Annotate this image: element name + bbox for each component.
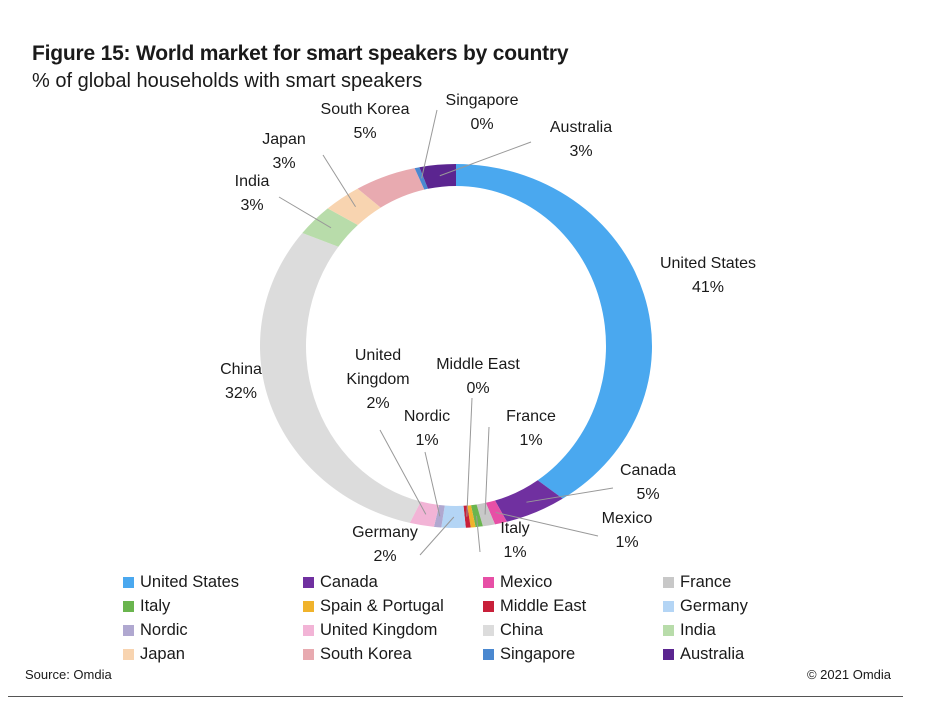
data-label-germany: Germany 2%	[352, 524, 418, 565]
leader-line-canada	[526, 487, 614, 503]
copyright-note: © 2021 Omdia	[806, 667, 891, 682]
legend-swatch	[303, 601, 314, 612]
legend-label: Singapore	[500, 645, 576, 663]
slice-south-korea	[357, 168, 425, 208]
legend-item-canada: Canada	[303, 572, 483, 593]
legend-item-spain-and-portugal: Spain & Portugal	[303, 596, 483, 617]
slice-united-kingdom	[409, 501, 440, 527]
data-label-nordic: Nordic 1%	[404, 408, 450, 449]
data-label-united-kingdom: United Kingdom 2%	[346, 347, 409, 412]
leader-line-italy	[476, 515, 481, 553]
chart-legend: United States Canada Mexico France Italy Spai…	[123, 572, 843, 665]
legend-item-india: India	[663, 620, 843, 641]
legend-swatch	[663, 625, 674, 636]
footer-divider	[8, 696, 903, 697]
data-label-south-korea: South Korea 5%	[321, 101, 410, 142]
legend-item-mexico: Mexico	[483, 572, 663, 593]
slice-china	[260, 233, 421, 523]
slice-spain-and-portugal	[467, 505, 476, 528]
legend-item-france: France	[663, 572, 843, 593]
legend-swatch	[303, 649, 314, 660]
data-label-middle-east: Middle East 0%	[436, 356, 520, 397]
legend-label: United States	[140, 573, 240, 591]
legend-item-middle-east: Middle East	[483, 596, 663, 617]
chart-subtitle: % of global households with smart speake…	[32, 70, 423, 92]
data-label-china: China 32%	[220, 361, 262, 402]
legend-swatch	[663, 577, 674, 588]
leader-line-japan	[322, 154, 356, 208]
data-label-united-states: United States 41%	[660, 255, 756, 296]
legend-swatch	[483, 577, 494, 588]
slice-france	[476, 502, 495, 527]
leader-line-france	[484, 426, 490, 515]
legend-label: India	[680, 621, 716, 639]
data-label-italy: Italy 1%	[500, 520, 529, 561]
legend-swatch	[123, 601, 134, 612]
legend-label: Middle East	[500, 597, 587, 615]
leader-line-india	[278, 196, 332, 229]
legend-item-south-korea: South Korea	[303, 644, 483, 665]
leader-line-middle-east	[466, 397, 473, 517]
legend-item-australia: Australia	[663, 644, 843, 665]
data-label-france: France 1%	[506, 408, 556, 449]
legend-swatch	[663, 601, 674, 612]
legend-swatch	[663, 649, 674, 660]
legend-swatch	[483, 601, 494, 612]
data-label-india: India 3%	[235, 173, 270, 214]
data-label-japan: Japan 3%	[262, 131, 306, 172]
chart-title: Figure 15: World market for smart speake…	[32, 42, 569, 65]
legend-item-japan: Japan	[123, 644, 303, 665]
slice-singapore	[414, 167, 429, 190]
legend-item-germany: Germany	[663, 596, 843, 617]
legend-label: United Kingdom	[320, 621, 438, 639]
legend-label: Germany	[680, 597, 748, 615]
leader-line-australia	[439, 141, 532, 177]
leader-line-germany	[419, 516, 455, 556]
legend-swatch	[123, 625, 134, 636]
legend-item-united-kingdom: United Kingdom	[303, 620, 483, 641]
legend-label: South Korea	[320, 645, 412, 663]
leader-line-singapore	[421, 109, 438, 179]
legend-item-nordic: Nordic	[123, 620, 303, 641]
legend-label: Canada	[320, 573, 378, 591]
source-note: Source: Omdia	[25, 667, 112, 682]
data-label-singapore: Singapore 0%	[446, 92, 519, 133]
legend-label: Australia	[680, 645, 745, 663]
legend-swatch	[123, 649, 134, 660]
legend-swatch	[483, 625, 494, 636]
leader-line-united-kingdom	[379, 429, 427, 515]
legend-label: China	[500, 621, 544, 639]
legend-swatch	[483, 649, 494, 660]
data-label-canada: Canada 5%	[620, 462, 676, 503]
data-label-mexico: Mexico 1%	[602, 510, 653, 551]
slice-united-states	[456, 164, 652, 499]
legend-swatch	[303, 625, 314, 636]
leader-line-nordic	[424, 451, 441, 517]
slice-japan	[327, 188, 381, 226]
legend-label: France	[680, 573, 732, 591]
slice-canada	[494, 480, 563, 522]
legend-label: Nordic	[140, 621, 188, 639]
legend-label: Japan	[140, 645, 185, 663]
legend-item-china: China	[483, 620, 663, 641]
legend-swatch	[123, 577, 134, 588]
legend-label: Mexico	[500, 573, 553, 591]
legend-label: Italy	[140, 597, 171, 615]
legend-item-united-states: United States	[123, 572, 303, 593]
legend-item-italy: Italy	[123, 596, 303, 617]
data-label-australia: Australia 3%	[550, 119, 612, 160]
legend-item-singapore: Singapore	[483, 644, 663, 665]
legend-swatch	[303, 577, 314, 588]
slice-australia	[419, 164, 456, 189]
legend-label: Spain & Portugal	[320, 597, 444, 615]
leader-line-mexico	[495, 511, 599, 537]
